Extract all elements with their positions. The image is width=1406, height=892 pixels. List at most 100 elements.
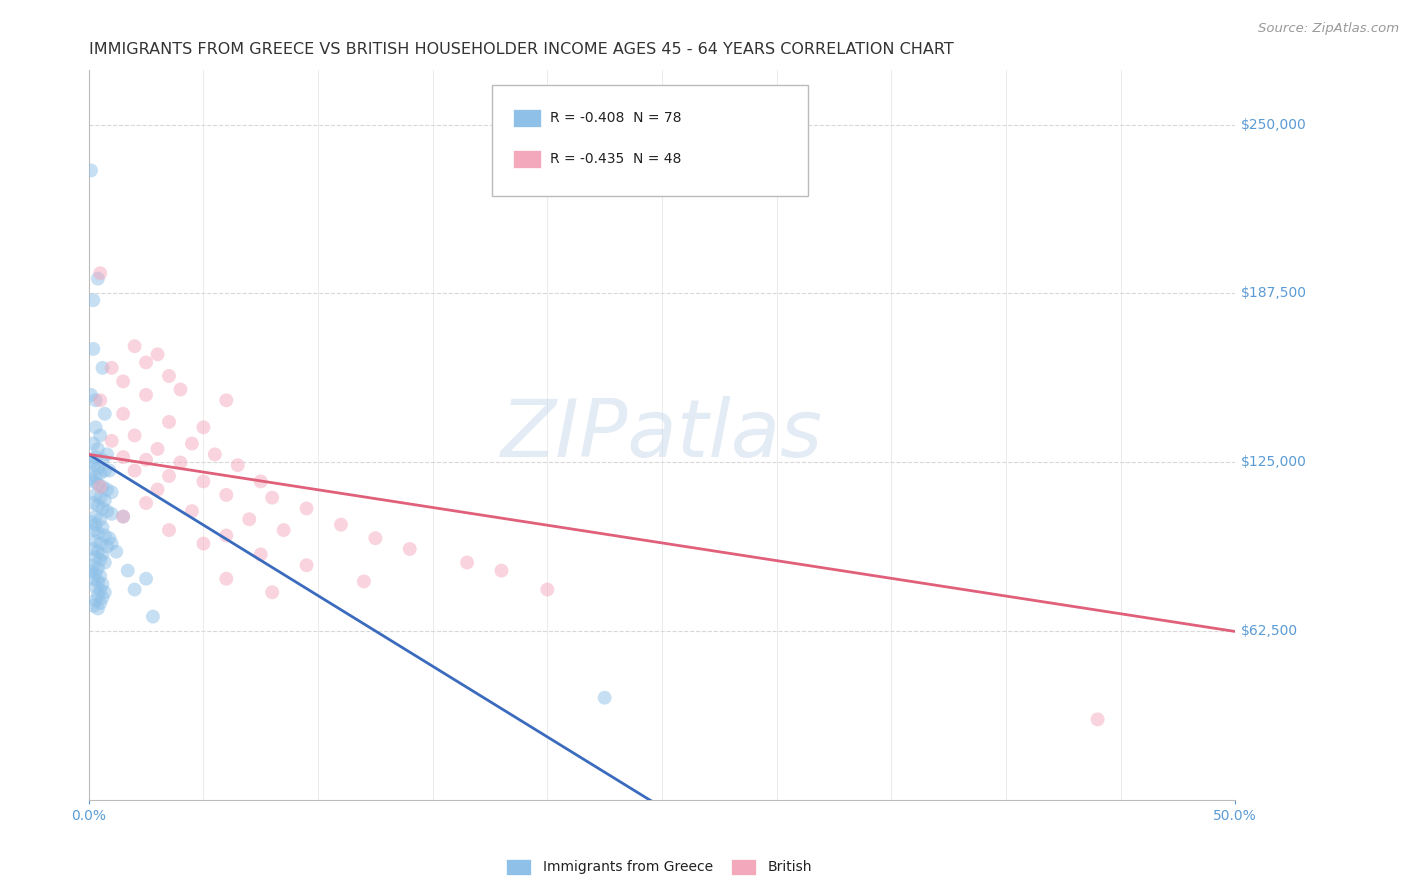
Point [91, 480, 114, 494]
Point [112, 450, 135, 464]
Point [96, 447, 118, 461]
Point [91, 501, 114, 516]
Point [100, 360, 122, 375]
Point [87, 588, 110, 602]
Point [169, 455, 191, 469]
Point [94, 407, 117, 421]
Point [124, 582, 146, 597]
Point [89, 553, 111, 567]
Point [96, 539, 118, 553]
Point [87, 499, 110, 513]
Point [87, 601, 110, 615]
Text: British: British [768, 860, 813, 874]
Point [89, 582, 111, 597]
Point [91, 520, 114, 534]
Point [124, 428, 146, 442]
Point [330, 517, 353, 532]
Point [98, 531, 121, 545]
Point [84, 566, 107, 581]
Point [262, 585, 284, 599]
Point [82, 458, 104, 473]
Point [157, 368, 180, 383]
Point [89, 512, 111, 526]
Point [193, 420, 215, 434]
Point [89, 491, 111, 505]
Point [135, 496, 157, 510]
Point [135, 572, 157, 586]
Point [135, 355, 157, 369]
Point [82, 293, 104, 308]
Point [89, 393, 111, 408]
Point [84, 593, 107, 607]
Point [157, 469, 180, 483]
Point [82, 558, 104, 573]
Point [273, 523, 295, 537]
Point [87, 574, 110, 589]
Point [100, 507, 122, 521]
Point [82, 475, 104, 489]
Point [87, 271, 110, 285]
Point [84, 509, 107, 524]
Point [94, 556, 117, 570]
Point [295, 558, 318, 573]
Point [204, 447, 226, 461]
Point [80, 388, 103, 402]
Point [80, 455, 103, 469]
Point [146, 483, 169, 497]
Point [82, 572, 104, 586]
Point [87, 442, 110, 456]
Point [87, 525, 110, 540]
Point [353, 574, 375, 589]
Point [89, 266, 111, 280]
Point [84, 420, 107, 434]
Text: Source: ZipAtlas.com: Source: ZipAtlas.com [1258, 22, 1399, 36]
Point [112, 509, 135, 524]
Point [87, 561, 110, 575]
Point [82, 436, 104, 450]
Point [84, 393, 107, 408]
Point [82, 541, 104, 556]
Point [89, 596, 111, 610]
Text: R = -0.435  N = 48: R = -0.435 N = 48 [550, 152, 681, 166]
Point [398, 541, 420, 556]
Point [181, 504, 204, 518]
Point [96, 483, 118, 497]
Point [249, 548, 271, 562]
Point [100, 536, 122, 550]
Point [157, 415, 180, 429]
Point [87, 477, 110, 491]
Point [456, 556, 478, 570]
Point [249, 475, 271, 489]
Point [94, 585, 117, 599]
Point [142, 609, 165, 624]
Text: Immigrants from Greece: Immigrants from Greece [543, 860, 713, 874]
Point [89, 480, 111, 494]
Point [94, 528, 117, 542]
Point [124, 339, 146, 353]
Point [146, 347, 169, 361]
Point [80, 515, 103, 529]
Point [82, 523, 104, 537]
Point [91, 591, 114, 605]
Text: $250,000: $250,000 [1241, 118, 1306, 131]
Point [181, 436, 204, 450]
Point [215, 393, 238, 408]
Point [94, 493, 117, 508]
Point [87, 461, 110, 475]
Point [84, 533, 107, 548]
Point [89, 467, 111, 481]
Point [96, 504, 118, 518]
Point [87, 545, 110, 559]
Text: $125,000: $125,000 [1241, 456, 1306, 469]
Point [215, 528, 238, 542]
Point [82, 599, 104, 613]
Point [84, 488, 107, 502]
Point [84, 580, 107, 594]
Point [80, 163, 103, 178]
Point [105, 545, 128, 559]
Point [84, 450, 107, 464]
Point [91, 548, 114, 562]
Point [491, 564, 513, 578]
Text: $187,500: $187,500 [1241, 286, 1308, 301]
Point [112, 407, 135, 421]
